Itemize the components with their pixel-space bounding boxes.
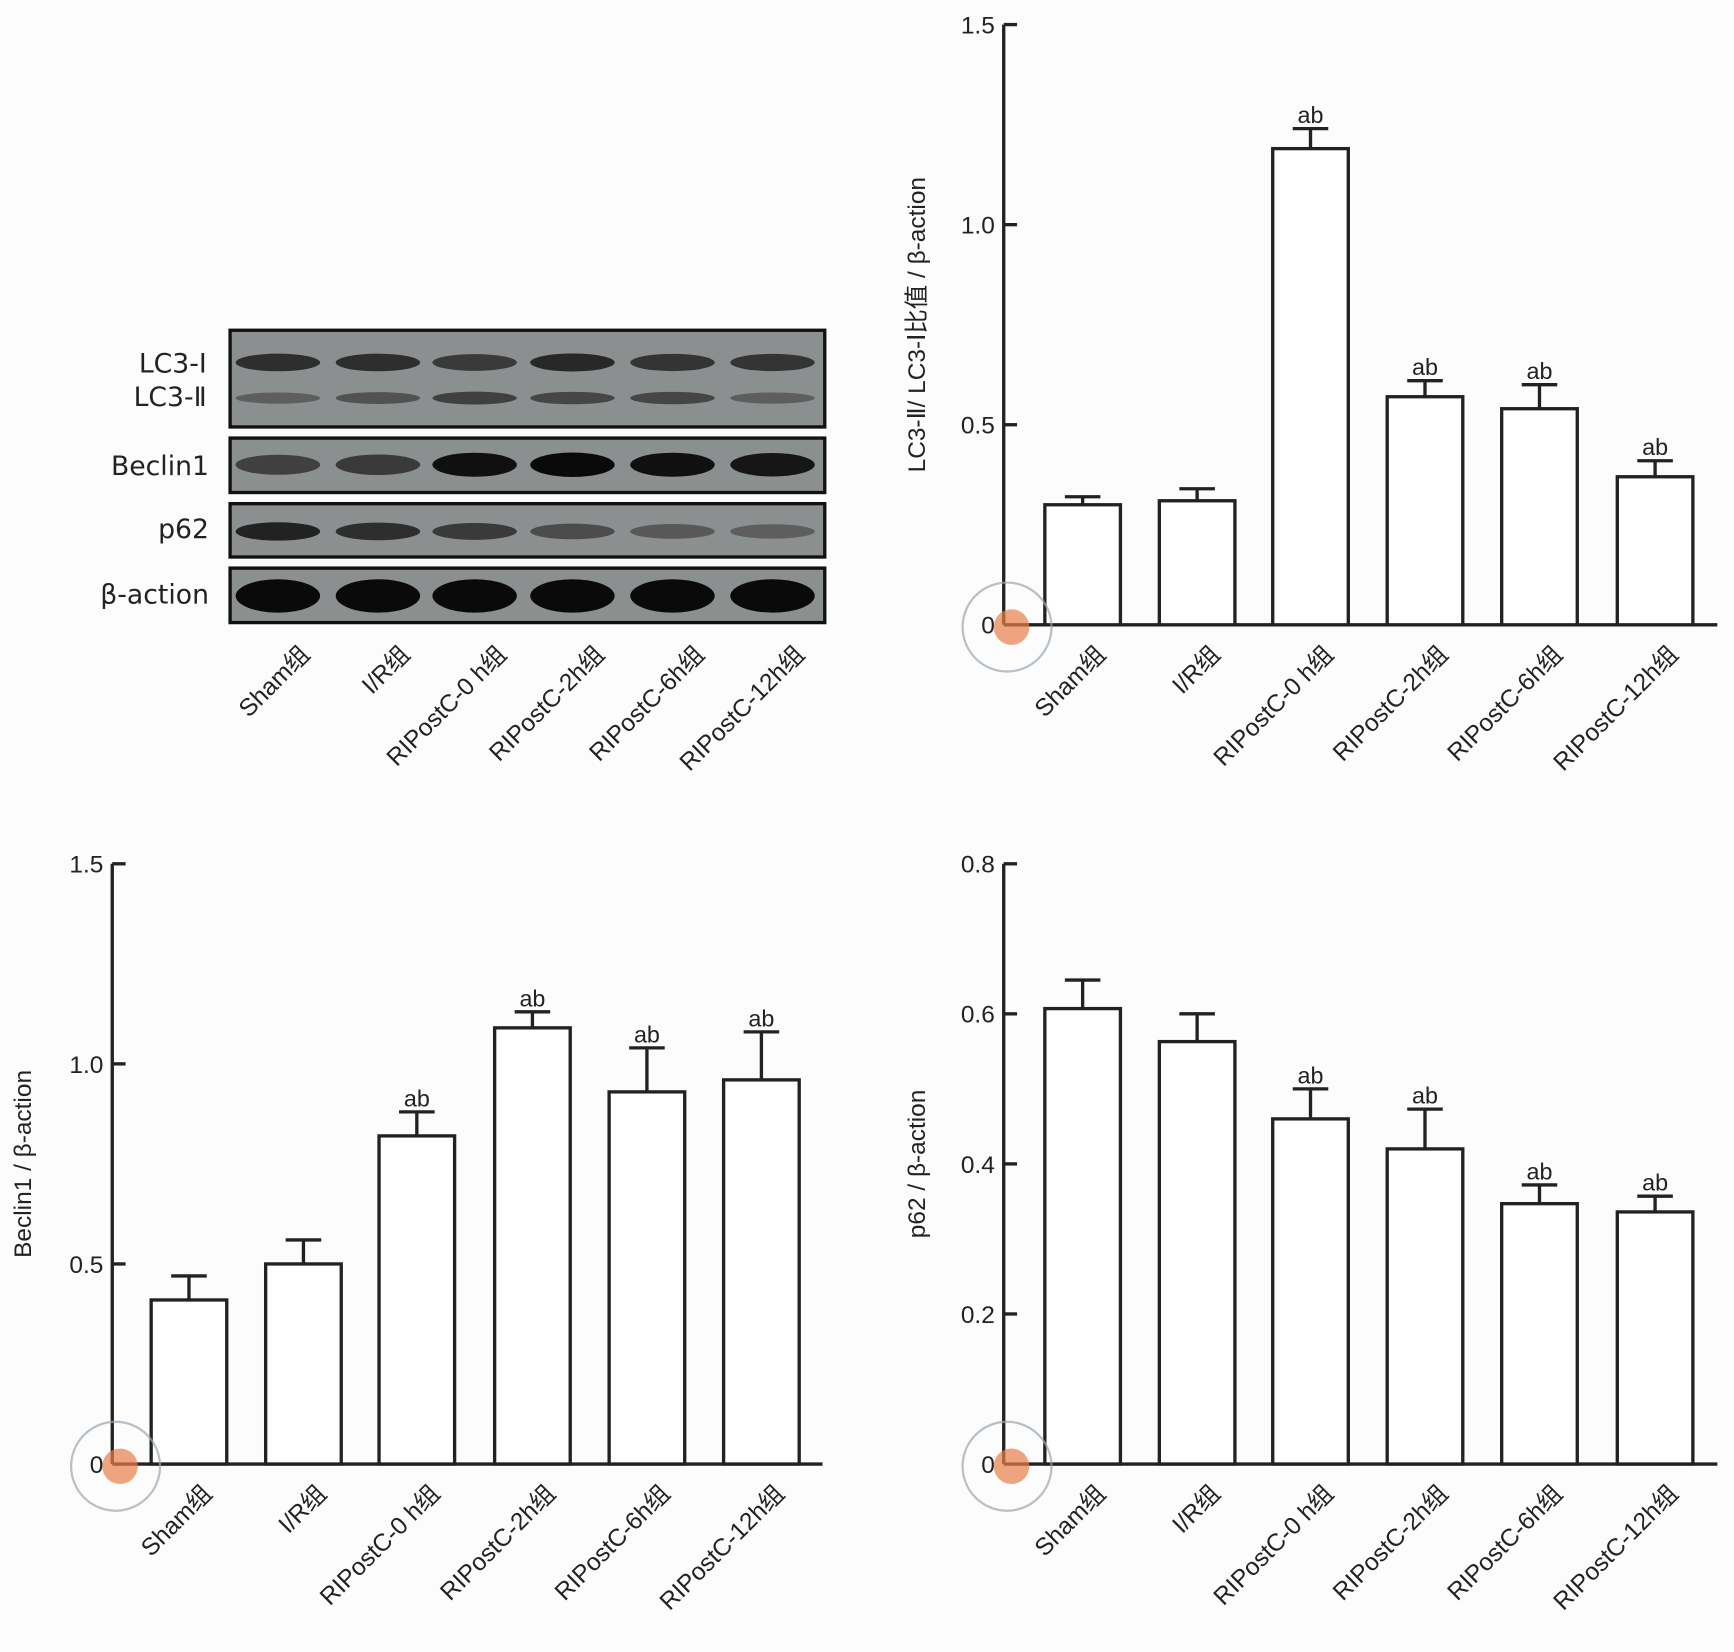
significance-label: ab — [748, 1005, 774, 1031]
band-lc3-i-4 — [630, 353, 715, 372]
significance-label: ab — [1527, 358, 1553, 384]
blot-row-3 — [228, 566, 827, 625]
significance-label: ab — [1412, 1083, 1438, 1109]
bar — [1385, 1147, 1465, 1466]
bar — [1615, 1210, 1695, 1466]
band-beclin1-1 — [335, 454, 421, 476]
band-beta-action-4 — [630, 579, 715, 613]
bar — [149, 1298, 229, 1466]
band-lc3-ii-0 — [235, 392, 321, 404]
blot-label-beclin1: Beclin1 — [111, 451, 209, 482]
y-tick-label: 1.0 — [961, 213, 995, 240]
y-tick-label: 0.2 — [961, 1302, 995, 1329]
significance-label: ab — [1298, 1062, 1324, 1088]
watermark-map-icon — [102, 1448, 138, 1485]
band-beta-action-1 — [335, 579, 421, 613]
blot-label-lc3-i: LC3-Ⅰ — [139, 348, 207, 379]
y-tick-label: 1.5 — [69, 852, 103, 879]
bar — [377, 1134, 457, 1466]
blot-row-0 — [228, 328, 827, 429]
band-p62-1 — [335, 522, 421, 541]
significance-label: ab — [634, 1021, 660, 1047]
band-lc3-i-5 — [730, 353, 815, 372]
y-tick-label: 0 — [981, 613, 995, 640]
band-beta-action-5 — [730, 579, 815, 613]
blot-row-1 — [228, 436, 827, 495]
band-lc3-ii-3 — [530, 391, 615, 405]
bar — [1043, 503, 1123, 627]
significance-label: ab — [519, 985, 545, 1011]
watermark-map-icon — [993, 1448, 1030, 1485]
band-p62-2 — [432, 523, 517, 540]
bar — [1271, 146, 1350, 627]
significance-label: ab — [1642, 1170, 1668, 1196]
blot-label-lc3-ii: LC3-Ⅱ — [134, 382, 207, 413]
watermark-map-icon — [993, 609, 1030, 645]
watermark-seal-icon — [961, 1420, 1053, 1512]
bar — [1500, 407, 1579, 627]
band-p62-0 — [235, 522, 321, 541]
band-beclin1-3 — [530, 452, 615, 477]
y-tick-label: 0.4 — [961, 1152, 995, 1179]
y-tick-label: 1.0 — [69, 1052, 103, 1079]
band-beclin1-0 — [235, 454, 321, 475]
bar — [607, 1090, 687, 1466]
band-beclin1-2 — [432, 452, 517, 477]
bar — [1271, 1117, 1350, 1466]
band-lc3-i-1 — [335, 353, 421, 372]
band-lc3-i-3 — [530, 353, 615, 372]
bar — [1500, 1202, 1579, 1466]
significance-label: ab — [1527, 1158, 1553, 1184]
band-lc3-ii-1 — [335, 392, 421, 404]
bar — [1157, 499, 1237, 627]
bar — [263, 1262, 343, 1466]
band-beta-action-0 — [235, 579, 321, 613]
bar — [1043, 1006, 1123, 1466]
y-tick-label: 0.5 — [69, 1252, 103, 1279]
y-axis-label: LC3-Ⅱ/ LC3-Ⅰ比值 / β-action — [903, 177, 931, 472]
band-p62-4 — [630, 524, 715, 539]
band-lc3-i-2 — [432, 354, 517, 371]
bar — [1157, 1039, 1237, 1466]
band-p62-3 — [530, 523, 615, 540]
band-beclin1-4 — [630, 452, 715, 477]
significance-label: ab — [1642, 434, 1668, 460]
significance-label: ab — [404, 1085, 430, 1111]
watermark-seal-icon — [961, 581, 1053, 673]
bar — [1385, 395, 1465, 627]
y-axis-label: Beclin1 / β-action — [10, 1070, 37, 1258]
y-tick-label: 0.5 — [961, 413, 995, 440]
watermark-seal-icon — [70, 1420, 162, 1512]
significance-label: ab — [1298, 102, 1324, 128]
band-lc3-ii-5 — [730, 392, 815, 404]
bar — [1615, 475, 1695, 627]
bar — [721, 1078, 801, 1466]
y-tick-label: 0 — [90, 1452, 104, 1479]
band-p62-5 — [730, 524, 815, 539]
y-tick-label: 1.5 — [961, 12, 995, 39]
significance-label: ab — [1412, 354, 1438, 380]
blot-row-2 — [228, 501, 827, 559]
y-tick-label: 0.6 — [961, 1002, 995, 1029]
y-axis-label: p62 / β-action — [904, 1090, 931, 1239]
band-beclin1-5 — [730, 453, 815, 477]
band-lc3-ii-4 — [630, 391, 715, 405]
bar — [492, 1026, 572, 1466]
y-tick-label: 0 — [981, 1452, 995, 1479]
band-beta-action-3 — [530, 579, 615, 613]
band-lc3-ii-2 — [432, 391, 517, 405]
band-beta-action-2 — [432, 579, 517, 613]
band-lc3-i-0 — [235, 353, 321, 372]
blot-label-p62: p62 — [158, 514, 209, 545]
y-tick-label: 0.8 — [961, 852, 995, 879]
blot-label-beta-action: β-action — [100, 580, 209, 611]
